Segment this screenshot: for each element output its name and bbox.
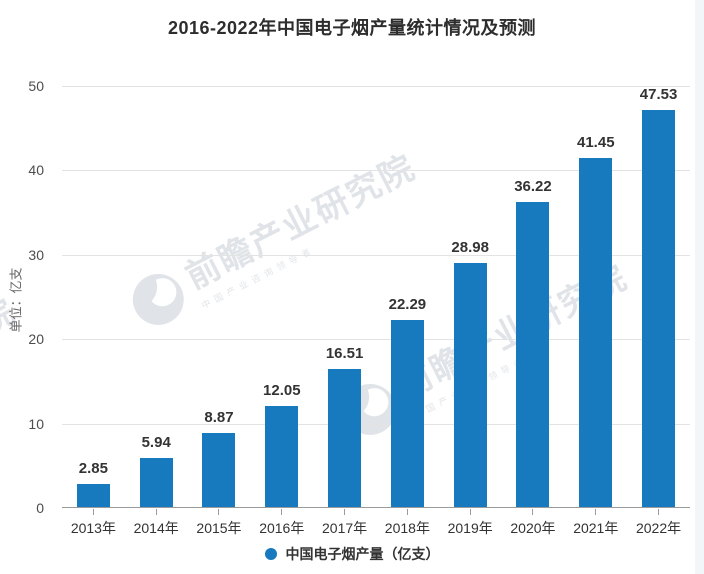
x-axis-label: 2021年 xyxy=(573,520,619,536)
x-axis-category: 2017年 xyxy=(313,509,376,538)
x-axis-label: 2022年 xyxy=(635,520,682,536)
y-tick-label: 40 xyxy=(28,162,44,179)
x-axis-category: 2015年 xyxy=(188,509,251,538)
x-axis-tick xyxy=(218,509,220,515)
gridline xyxy=(62,86,690,87)
bar xyxy=(642,110,676,508)
y-tick-label: 0 xyxy=(36,500,44,516)
x-axis-label: 2017年 xyxy=(322,520,368,536)
x-axis-category: 2018年 xyxy=(376,509,439,538)
legend-label: 中国电子烟产量（亿支） xyxy=(285,546,440,562)
bar xyxy=(516,202,550,508)
bar xyxy=(265,406,299,508)
bar-group: 5.94 xyxy=(125,86,188,508)
x-axis-tick xyxy=(406,509,408,515)
x-axis-category: 2021年 xyxy=(564,509,627,538)
x-axis-category: 2019年 xyxy=(439,509,502,538)
bar-group: 16.51 xyxy=(313,86,376,508)
bar-value-label: 16.51 xyxy=(325,344,364,362)
x-axis-label: 2013年 xyxy=(70,520,116,536)
bar-group: 28.98 xyxy=(439,86,502,508)
bar-value-label: 36.22 xyxy=(514,178,552,196)
x-axis-tick xyxy=(595,509,597,515)
x-axis-label: 2016年 xyxy=(259,520,305,536)
plot-area: 2.85 5.94 8.87 12.05 16.51 22.29 28.98 3… xyxy=(62,86,690,508)
gridline xyxy=(62,170,690,172)
x-axis-line xyxy=(62,507,690,508)
y-tick-label: 10 xyxy=(28,415,44,432)
x-axis-tick xyxy=(469,509,471,515)
bar-group: 47.53 xyxy=(627,86,690,508)
x-axis-label: 2018年 xyxy=(384,520,430,536)
bar-group: 2.85 xyxy=(62,86,125,508)
x-axis-tick xyxy=(658,509,660,515)
x-axis-label: 2015年 xyxy=(196,520,242,536)
x-axis-tick xyxy=(281,509,283,515)
bar-value-label: 5.94 xyxy=(141,433,171,451)
chart-title: 2016-2022年中国电子烟产量统计情况及预测 xyxy=(167,18,537,38)
x-axis-label: 2014年 xyxy=(133,520,179,536)
bar xyxy=(390,319,424,508)
x-axis-labels: 2013年 2014年 2015年 2016年 2017年 2018年 2019… xyxy=(62,509,690,538)
y-tick-label: 20 xyxy=(28,331,44,348)
x-axis-category: 2013年 xyxy=(62,509,125,538)
legend: 中国电子烟产量（亿支） xyxy=(0,544,704,564)
bar xyxy=(579,158,613,508)
bar xyxy=(202,433,236,508)
bar-value-label: 22.29 xyxy=(388,295,427,313)
bar-value-label: 41.45 xyxy=(577,134,615,152)
legend-dot-icon xyxy=(264,548,277,560)
bar-value-label: 47.53 xyxy=(639,86,678,103)
x-axis-tick xyxy=(92,509,94,515)
bar-value-label: 12.05 xyxy=(263,382,301,400)
bar xyxy=(139,457,173,508)
x-axis-category: 2014年 xyxy=(125,509,188,538)
bar-group: 8.87 xyxy=(188,86,251,508)
bar-value-label: 28.98 xyxy=(451,239,489,257)
x-axis-label: 2020年 xyxy=(510,520,556,536)
y-axis: 0 10 20 30 40 50 xyxy=(0,78,54,516)
bar-group: 41.45 xyxy=(564,86,627,508)
y-tick-label: 50 xyxy=(28,78,44,94)
gridline xyxy=(62,339,690,341)
bar xyxy=(453,263,487,508)
gridline xyxy=(62,254,690,256)
x-axis-tick xyxy=(532,509,534,515)
bar-group: 36.22 xyxy=(502,86,565,508)
bar-value-label: 8.87 xyxy=(204,409,234,427)
gridline xyxy=(62,423,690,425)
x-axis-tick xyxy=(344,509,346,515)
x-axis-label: 2019年 xyxy=(447,520,493,536)
x-axis-category: 2022年 xyxy=(627,509,690,538)
page-edge-strip xyxy=(695,0,704,574)
bar xyxy=(328,368,362,508)
bar-group: 12.05 xyxy=(250,86,313,508)
bar xyxy=(76,483,110,508)
x-axis-tick xyxy=(155,509,157,515)
y-tick-label: 30 xyxy=(28,246,44,263)
bars-container: 2.85 5.94 8.87 12.05 16.51 22.29 28.98 3… xyxy=(62,86,690,508)
bar-value-label: 2.85 xyxy=(78,459,108,477)
x-axis-category: 2016年 xyxy=(250,509,313,538)
x-axis-category: 2020年 xyxy=(502,509,565,538)
bar-group: 22.29 xyxy=(376,86,439,508)
